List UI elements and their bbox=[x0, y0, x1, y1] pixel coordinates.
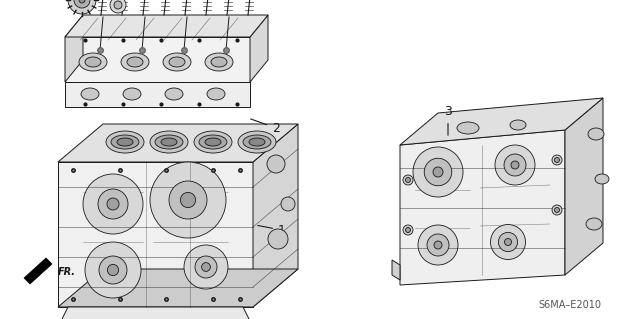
Ellipse shape bbox=[205, 138, 221, 146]
Polygon shape bbox=[250, 15, 268, 82]
Ellipse shape bbox=[211, 57, 227, 67]
Ellipse shape bbox=[595, 174, 609, 184]
Ellipse shape bbox=[504, 154, 526, 176]
Ellipse shape bbox=[495, 145, 535, 185]
Ellipse shape bbox=[121, 53, 149, 71]
Ellipse shape bbox=[150, 131, 188, 153]
Ellipse shape bbox=[554, 158, 559, 162]
Polygon shape bbox=[565, 98, 603, 275]
Ellipse shape bbox=[108, 264, 118, 276]
Ellipse shape bbox=[281, 197, 295, 211]
Ellipse shape bbox=[123, 88, 141, 100]
Ellipse shape bbox=[99, 256, 127, 284]
Text: 3: 3 bbox=[444, 105, 452, 135]
Ellipse shape bbox=[68, 0, 96, 14]
Ellipse shape bbox=[552, 205, 562, 215]
Ellipse shape bbox=[406, 177, 410, 182]
Ellipse shape bbox=[107, 198, 119, 210]
Ellipse shape bbox=[150, 162, 226, 238]
Polygon shape bbox=[400, 98, 603, 145]
Ellipse shape bbox=[110, 0, 126, 13]
Ellipse shape bbox=[418, 225, 458, 265]
Ellipse shape bbox=[586, 218, 602, 230]
Polygon shape bbox=[65, 15, 268, 37]
Ellipse shape bbox=[433, 167, 443, 177]
Ellipse shape bbox=[195, 256, 217, 278]
Polygon shape bbox=[65, 37, 250, 82]
Polygon shape bbox=[65, 82, 250, 107]
Ellipse shape bbox=[106, 131, 144, 153]
Ellipse shape bbox=[155, 135, 183, 149]
Ellipse shape bbox=[79, 0, 85, 3]
Ellipse shape bbox=[588, 128, 604, 140]
Ellipse shape bbox=[207, 88, 225, 100]
Ellipse shape bbox=[427, 234, 449, 256]
Polygon shape bbox=[400, 130, 565, 285]
Ellipse shape bbox=[499, 232, 518, 252]
Polygon shape bbox=[253, 124, 298, 307]
Ellipse shape bbox=[511, 161, 519, 169]
Polygon shape bbox=[58, 269, 298, 307]
Ellipse shape bbox=[238, 131, 276, 153]
Ellipse shape bbox=[114, 1, 122, 9]
Ellipse shape bbox=[504, 239, 511, 246]
Ellipse shape bbox=[83, 174, 143, 234]
Ellipse shape bbox=[403, 175, 413, 185]
Ellipse shape bbox=[552, 155, 562, 165]
Ellipse shape bbox=[194, 131, 232, 153]
Ellipse shape bbox=[249, 138, 265, 146]
Ellipse shape bbox=[180, 192, 196, 208]
Ellipse shape bbox=[268, 229, 288, 249]
Ellipse shape bbox=[163, 53, 191, 71]
Ellipse shape bbox=[74, 0, 90, 8]
Text: FR.: FR. bbox=[58, 267, 76, 277]
Ellipse shape bbox=[424, 158, 452, 186]
Ellipse shape bbox=[85, 242, 141, 298]
Ellipse shape bbox=[406, 227, 410, 233]
Text: S6MA–E2010: S6MA–E2010 bbox=[538, 300, 602, 310]
Text: 1: 1 bbox=[258, 224, 286, 236]
Ellipse shape bbox=[413, 147, 463, 197]
Ellipse shape bbox=[111, 135, 139, 149]
Ellipse shape bbox=[79, 53, 107, 71]
Ellipse shape bbox=[403, 225, 413, 235]
Polygon shape bbox=[392, 260, 400, 280]
Ellipse shape bbox=[202, 263, 211, 271]
Ellipse shape bbox=[117, 138, 133, 146]
Ellipse shape bbox=[169, 181, 207, 219]
Ellipse shape bbox=[169, 57, 185, 67]
Ellipse shape bbox=[243, 135, 271, 149]
Polygon shape bbox=[65, 15, 83, 82]
Ellipse shape bbox=[98, 189, 128, 219]
Ellipse shape bbox=[267, 155, 285, 173]
Polygon shape bbox=[58, 124, 298, 162]
Ellipse shape bbox=[457, 122, 479, 134]
Ellipse shape bbox=[85, 57, 101, 67]
Ellipse shape bbox=[127, 57, 143, 67]
Ellipse shape bbox=[161, 138, 177, 146]
Ellipse shape bbox=[199, 135, 227, 149]
Ellipse shape bbox=[81, 88, 99, 100]
Ellipse shape bbox=[554, 207, 559, 212]
Ellipse shape bbox=[434, 241, 442, 249]
Ellipse shape bbox=[184, 245, 228, 289]
Ellipse shape bbox=[510, 120, 526, 130]
Ellipse shape bbox=[205, 53, 233, 71]
Ellipse shape bbox=[165, 88, 183, 100]
Polygon shape bbox=[58, 162, 253, 307]
Ellipse shape bbox=[490, 225, 525, 259]
Text: 2: 2 bbox=[251, 119, 280, 135]
Polygon shape bbox=[58, 307, 253, 319]
Polygon shape bbox=[24, 258, 52, 284]
